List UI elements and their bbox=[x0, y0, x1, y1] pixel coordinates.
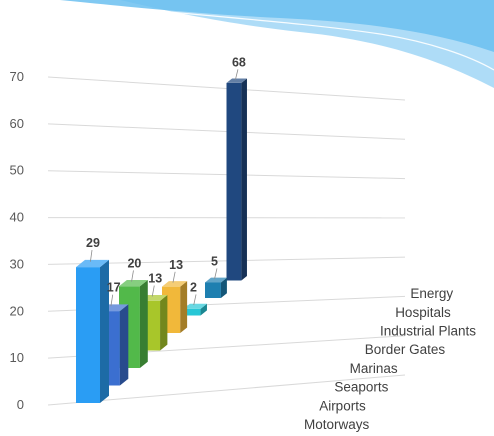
header-wave-decoration bbox=[60, 0, 494, 88]
bar-front-face bbox=[226, 82, 242, 281]
bar-side-face bbox=[220, 277, 227, 298]
bar-top-face bbox=[183, 303, 207, 309]
category-label: Seaports bbox=[334, 380, 388, 395]
y-tick-label: 30 bbox=[10, 256, 24, 271]
data-label: 13 bbox=[169, 258, 183, 272]
data-labels: 68 52 13 13 20 17 29 bbox=[86, 55, 246, 307]
bar-top-face bbox=[76, 259, 109, 268]
data-label-leader bbox=[151, 285, 155, 297]
bar-side-face bbox=[119, 304, 129, 386]
data-label-leader bbox=[172, 271, 176, 283]
wave-shape bbox=[60, 0, 494, 52]
y-tick-label: 20 bbox=[10, 303, 24, 318]
data-label: 29 bbox=[86, 236, 100, 250]
bar-side-face bbox=[100, 259, 109, 403]
y-tick-label: 0 bbox=[17, 397, 24, 412]
category-label: Industrial Plants bbox=[380, 324, 476, 339]
data-label: 20 bbox=[127, 256, 141, 270]
data-label-leader bbox=[90, 250, 93, 262]
data-label-leader bbox=[235, 69, 239, 80]
data-label: 17 bbox=[107, 281, 121, 295]
bar-top-face bbox=[162, 281, 188, 287]
y-tick-label: 40 bbox=[10, 210, 24, 225]
bar-front-face bbox=[183, 308, 201, 316]
data-label: 13 bbox=[148, 272, 162, 286]
category-label: Motorways bbox=[304, 417, 370, 432]
y-tick-label: 50 bbox=[10, 163, 24, 178]
bar-side-face bbox=[241, 78, 247, 281]
y-tick-label: 10 bbox=[10, 350, 24, 365]
bar bbox=[205, 277, 227, 298]
y-axis: 0 10 20 30 40 50 60 70 bbox=[10, 69, 24, 412]
wave-line bbox=[89, 3, 494, 71]
bar-side-face bbox=[200, 303, 207, 316]
y-tick-label: 60 bbox=[10, 116, 24, 131]
data-label: 2 bbox=[190, 280, 197, 294]
bar-top-face bbox=[205, 277, 227, 283]
bar-side-face bbox=[180, 281, 188, 333]
data-label-leader bbox=[193, 294, 197, 306]
bar-front-face bbox=[205, 282, 221, 298]
bar-side-face bbox=[139, 279, 148, 368]
bar bbox=[226, 78, 247, 281]
data-label: 68 bbox=[232, 55, 246, 69]
category-label: Marinas bbox=[350, 361, 398, 376]
category-labels: Motorways Airports Seaports Marinas Border G… bbox=[304, 286, 476, 432]
data-label-leader bbox=[131, 270, 134, 282]
category-label: Airports bbox=[319, 398, 366, 413]
y-tick-label: 70 bbox=[10, 69, 24, 84]
gridline bbox=[47, 374, 406, 406]
bar-top-face bbox=[226, 78, 247, 83]
data-label-leader bbox=[110, 294, 114, 307]
bars bbox=[76, 78, 247, 403]
bar bbox=[76, 259, 109, 403]
data-label-leader bbox=[214, 268, 218, 279]
category-label: Energy bbox=[410, 286, 453, 301]
bar bbox=[183, 303, 207, 316]
data-label: 5 bbox=[211, 254, 218, 268]
bar-top-face bbox=[119, 279, 148, 287]
category-label: Hospitals bbox=[395, 305, 451, 320]
category-label: Border Gates bbox=[365, 342, 446, 357]
bar-side-face bbox=[160, 295, 168, 351]
bar-front-face bbox=[76, 267, 100, 403]
